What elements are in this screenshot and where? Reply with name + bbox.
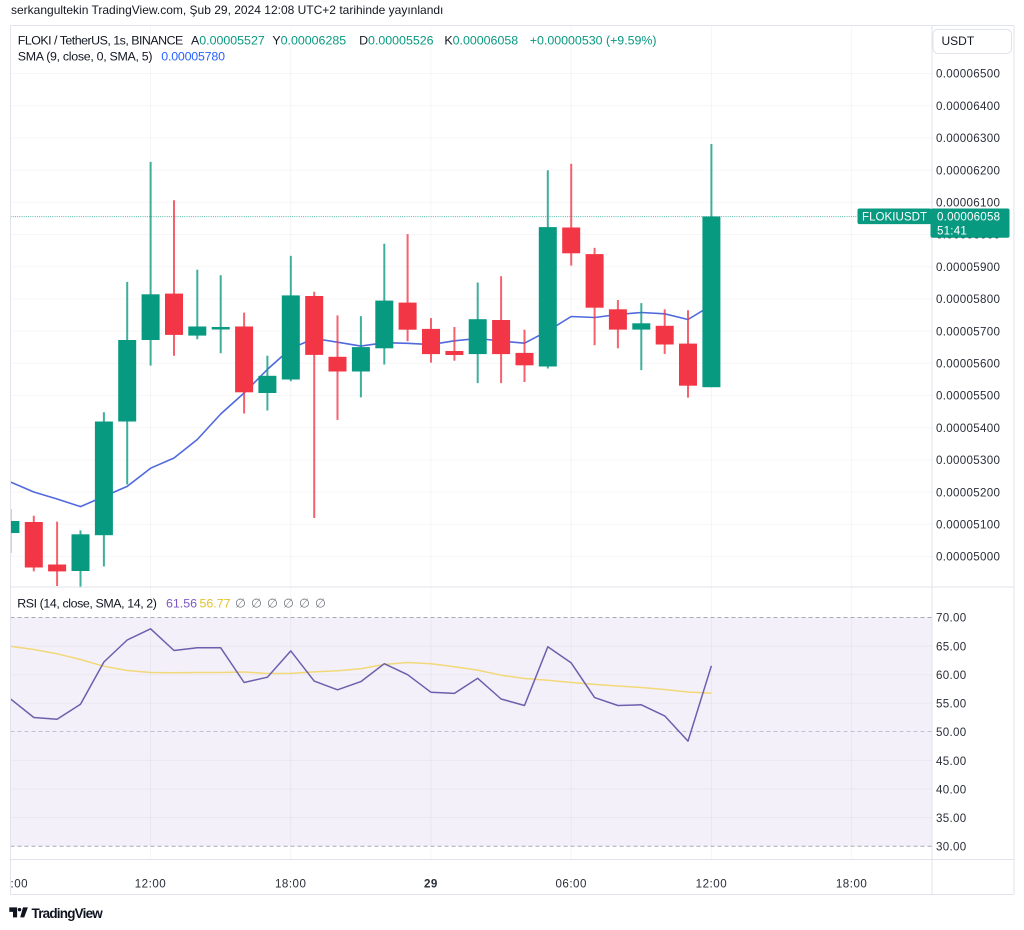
- svg-text:18:00: 18:00: [836, 878, 868, 891]
- svg-text:0.00005780: 0.00005780: [161, 50, 225, 64]
- svg-text:12:00: 12:00: [696, 878, 728, 891]
- svg-text:Y0.00006285: Y0.00006285: [272, 34, 346, 48]
- svg-text:RSI (14, close, SMA, 14, 2): RSI (14, close, SMA, 14, 2): [17, 597, 157, 611]
- svg-text:0.00005400: 0.00005400: [936, 422, 1000, 435]
- svg-text:0.00005100: 0.00005100: [936, 519, 1000, 532]
- svg-text:0.00006200: 0.00006200: [936, 164, 1000, 177]
- svg-text:D0.00005526: D0.00005526: [359, 34, 434, 48]
- svg-text:56.77: 56.77: [200, 597, 231, 611]
- svg-text:61.56: 61.56: [166, 597, 197, 611]
- svg-text:0.00005600: 0.00005600: [936, 358, 1000, 371]
- svg-text:29: 29: [424, 878, 438, 891]
- svg-text:60.00: 60.00: [936, 669, 967, 682]
- svg-text:18:00: 18:00: [275, 878, 307, 891]
- svg-text:35.00: 35.00: [936, 812, 967, 825]
- svg-text:50.00: 50.00: [936, 726, 967, 739]
- svg-text:0.00005300: 0.00005300: [936, 454, 1000, 467]
- svg-text:0.00006100: 0.00006100: [936, 197, 1000, 210]
- svg-text:0.00005200: 0.00005200: [936, 486, 1000, 499]
- svg-text:45.00: 45.00: [936, 755, 967, 768]
- svg-text:40.00: 40.00: [936, 783, 967, 796]
- svg-text:12:00: 12:00: [135, 878, 167, 891]
- svg-text:0.00006400: 0.00006400: [936, 100, 1000, 113]
- svg-text::00: :00: [11, 878, 29, 891]
- svg-text:70.00: 70.00: [936, 612, 967, 625]
- svg-text:65.00: 65.00: [936, 640, 967, 653]
- svg-text:TradingView: TradingView: [32, 906, 104, 921]
- svg-text:06:00: 06:00: [555, 878, 587, 891]
- svg-text:0.00005800: 0.00005800: [936, 293, 1000, 306]
- svg-text:serkangultekin TradingView.com: serkangultekin TradingView.com, Şub 29, …: [11, 3, 443, 17]
- svg-text:K0.00006058: K0.00006058: [444, 34, 518, 48]
- svg-text:∅∅∅∅∅∅: ∅∅∅∅∅∅: [235, 597, 331, 611]
- svg-text:0.00005500: 0.00005500: [936, 390, 1000, 403]
- svg-text:51:41: 51:41: [937, 225, 967, 238]
- svg-text:0.00006500: 0.00006500: [936, 68, 1000, 81]
- svg-text:55.00: 55.00: [936, 698, 967, 711]
- svg-text:USDT: USDT: [942, 34, 975, 48]
- svg-text:0.00005000: 0.00005000: [936, 551, 1000, 564]
- svg-text:SMA (9, close, 0, SMA, 5): SMA (9, close, 0, SMA, 5): [18, 50, 153, 64]
- svg-text:0.00006300: 0.00006300: [936, 132, 1000, 145]
- svg-text:0.00006058: 0.00006058: [937, 211, 1000, 224]
- svg-text:FLOKI / TetherUS, 1s, BINANCE: FLOKI / TetherUS, 1s, BINANCE: [18, 34, 183, 48]
- svg-text:0.00005900: 0.00005900: [936, 261, 1000, 274]
- svg-text:0.00005700: 0.00005700: [936, 325, 1000, 338]
- svg-text:+0.00000530 (+9.59%): +0.00000530 (+9.59%): [530, 34, 657, 48]
- svg-text:FLOKIUSDT: FLOKIUSDT: [862, 211, 927, 224]
- svg-text:A0.00005527: A0.00005527: [191, 34, 265, 48]
- svg-text:30.00: 30.00: [936, 841, 967, 854]
